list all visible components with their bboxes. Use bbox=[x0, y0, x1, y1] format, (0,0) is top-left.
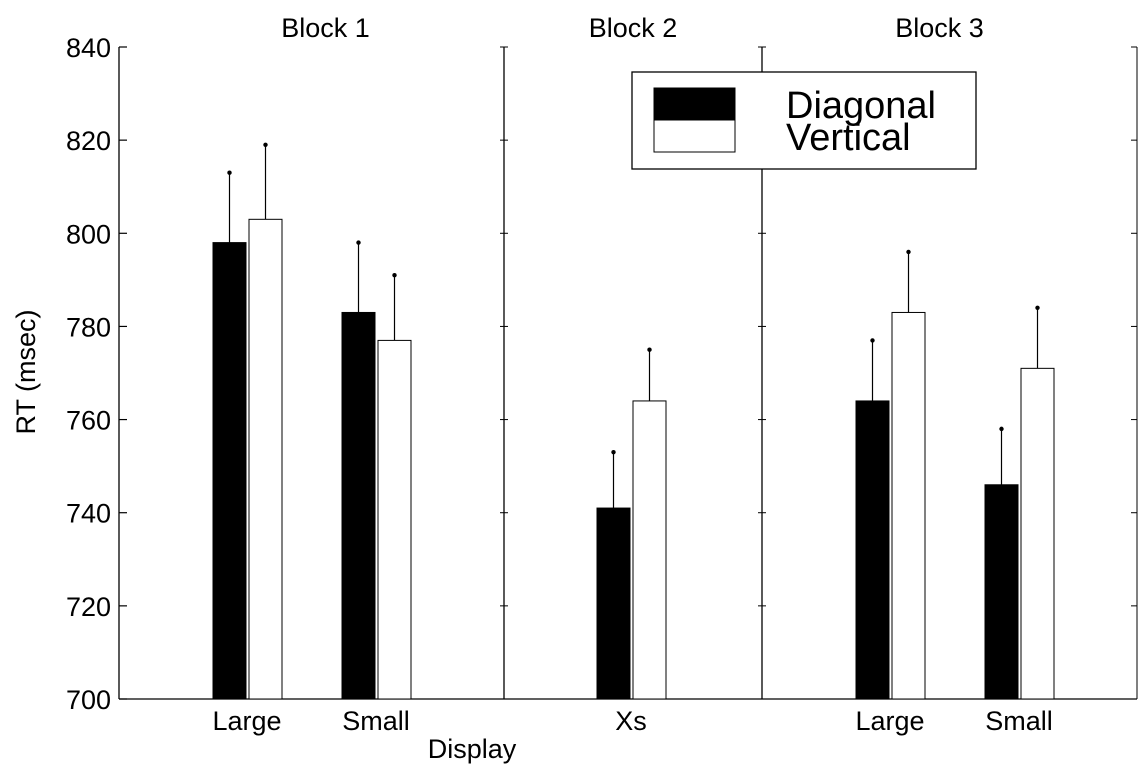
block-title-2: Block 2 bbox=[589, 13, 678, 43]
y-tick-label: 740 bbox=[66, 499, 111, 529]
legend-label-diagonal: Diagonal bbox=[786, 85, 936, 127]
category-label: Large bbox=[212, 706, 281, 736]
legend-swatch-diagonal bbox=[653, 87, 736, 121]
bar-diagonal-1 bbox=[212, 242, 247, 700]
axis-labels: 700 720 740 760 780 800 820 840 Block 1 Block 2 Bl… bbox=[66, 13, 1053, 736]
bars bbox=[212, 218, 1055, 700]
y-tick-label: 820 bbox=[66, 126, 111, 156]
y-tick-label: 720 bbox=[66, 592, 111, 622]
error-bar-cap bbox=[227, 170, 232, 175]
legend-label-vertical: Vertical bbox=[786, 117, 911, 159]
error-bars bbox=[227, 142, 1040, 509]
y-tick-label: 840 bbox=[66, 33, 111, 63]
error-bar-cap bbox=[611, 449, 616, 455]
error-bar-cap bbox=[392, 273, 397, 278]
block-title-3: Block 3 bbox=[895, 13, 984, 43]
bar-vertical-3 bbox=[632, 400, 667, 700]
block-title-1: Block 1 bbox=[281, 13, 370, 43]
error-bar-cap bbox=[870, 338, 875, 343]
error-bar-cap bbox=[1035, 305, 1040, 310]
error-bar-cap bbox=[263, 142, 268, 147]
category-label: Small bbox=[985, 706, 1053, 736]
bar-vertical-5 bbox=[1020, 367, 1055, 700]
y-tick-label: 700 bbox=[66, 685, 111, 715]
bar-vertical-2 bbox=[377, 339, 412, 700]
x-axis-title: Display bbox=[428, 734, 517, 764]
bar-vertical-1 bbox=[248, 218, 283, 700]
bar-vertical-4 bbox=[891, 311, 926, 700]
y-axis-title: RT (msec) bbox=[11, 309, 41, 434]
category-label: Xs bbox=[615, 706, 647, 736]
bar-diagonal-5 bbox=[984, 484, 1019, 700]
legend-swatch-vertical bbox=[653, 119, 736, 153]
bar-diagonal-3 bbox=[596, 507, 631, 700]
bar-diagonal-4 bbox=[855, 400, 890, 700]
error-bar-cap bbox=[906, 249, 911, 255]
category-label: Small bbox=[342, 706, 410, 736]
error-bar-cap bbox=[356, 240, 361, 245]
category-label: Large bbox=[855, 706, 924, 736]
legend: Diagonal Vertical bbox=[631, 71, 977, 170]
y-tick-label: 800 bbox=[66, 219, 111, 249]
y-tick-label: 780 bbox=[66, 312, 111, 342]
y-tick-label: 760 bbox=[66, 406, 111, 436]
bar-diagonal-2 bbox=[341, 311, 376, 700]
error-bar-cap bbox=[999, 426, 1004, 432]
error-bar-cap bbox=[647, 347, 652, 352]
